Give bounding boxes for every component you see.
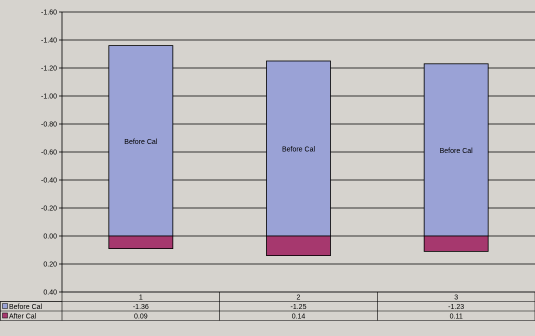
y-tick-label: -0.20 bbox=[41, 206, 57, 213]
y-tick-label: 0.20 bbox=[43, 262, 57, 269]
y-tick-label: -0.60 bbox=[41, 150, 57, 157]
y-tick-label: -1.60 bbox=[41, 10, 57, 17]
table-value: 0.09 bbox=[134, 314, 148, 321]
category-label: 1 bbox=[139, 295, 143, 302]
bar-label: Before Cal bbox=[282, 147, 316, 154]
legend-label: After Cal bbox=[9, 314, 37, 321]
table-value: -1.25 bbox=[291, 304, 307, 311]
category-label: 2 bbox=[297, 295, 301, 302]
bar-after-cal bbox=[108, 235, 174, 250]
bar-after-cal bbox=[266, 235, 331, 257]
y-tick-label: -1.00 bbox=[41, 94, 57, 101]
y-tick-label: -0.40 bbox=[41, 178, 57, 185]
bar-label: Before Cal bbox=[440, 148, 474, 155]
bar-label: Before Cal bbox=[124, 139, 158, 146]
table-value: -1.23 bbox=[448, 304, 464, 311]
bar-after-cal bbox=[423, 235, 489, 252]
table-value: -1.36 bbox=[133, 304, 149, 311]
y-tick-label: -1.20 bbox=[41, 66, 57, 73]
table-value: 0.11 bbox=[450, 314, 463, 321]
legend-swatch bbox=[2, 312, 8, 319]
y-tick-label: 0.00 bbox=[43, 234, 57, 241]
y-tick-label: -0.80 bbox=[41, 122, 57, 129]
y-tick-label: -1.40 bbox=[41, 38, 57, 45]
legend-label: Before Cal bbox=[9, 304, 43, 311]
legend-swatch bbox=[2, 303, 8, 309]
table-value: 0.14 bbox=[292, 314, 306, 321]
category-label: 3 bbox=[454, 295, 458, 302]
y-tick-label: 0.40 bbox=[43, 290, 57, 297]
bar-before-cal bbox=[266, 60, 331, 237]
